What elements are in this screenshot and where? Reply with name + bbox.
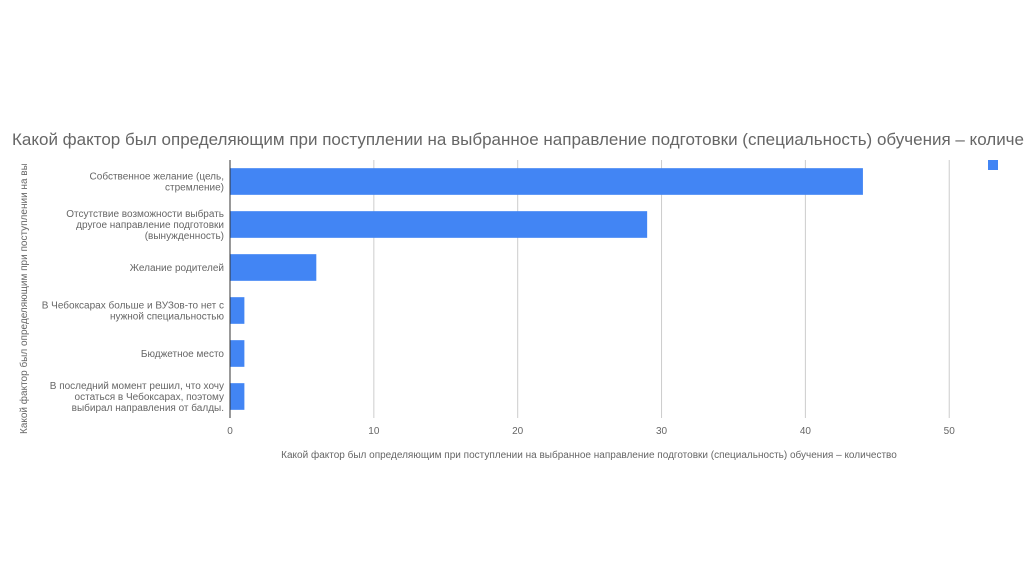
legend-swatch	[988, 160, 998, 170]
bar	[230, 297, 245, 324]
category-label: Отсутствие возможности выбрать другое нап…	[66, 208, 224, 242]
grid-lines	[373, 160, 950, 418]
category-label: Бюджетное место	[141, 349, 225, 360]
x-tick-label: 30	[656, 426, 668, 437]
x-axis-label: Какой фактор был определяющим при поступ…	[281, 449, 897, 461]
x-tick-label: 0	[227, 426, 233, 437]
bar	[230, 254, 317, 281]
category-label: В Чебоксарах больше и ВУЗов-то нет с нужн…	[42, 300, 225, 323]
x-tick-label: 50	[944, 426, 956, 437]
category-label: Желание родителей	[130, 263, 224, 274]
chart-title: Какой фактор был определяющим при поступ…	[12, 130, 1024, 149]
bars	[230, 168, 863, 410]
bar	[230, 340, 245, 367]
category-label: Собственное желание (цель, стремление)	[90, 171, 224, 194]
category-label: В последний момент решил, что хочу остать…	[50, 381, 224, 414]
bar	[230, 168, 863, 195]
x-tick-label: 10	[368, 426, 380, 437]
x-tick-labels: 0 10 20 30 40 50	[227, 426, 955, 437]
bar	[230, 211, 648, 238]
x-tick-label: 40	[800, 426, 812, 437]
bar	[230, 383, 245, 410]
category-labels: Собственное желание (цель, стремление) Отс…	[42, 171, 225, 415]
x-tick-label: 20	[512, 426, 524, 437]
